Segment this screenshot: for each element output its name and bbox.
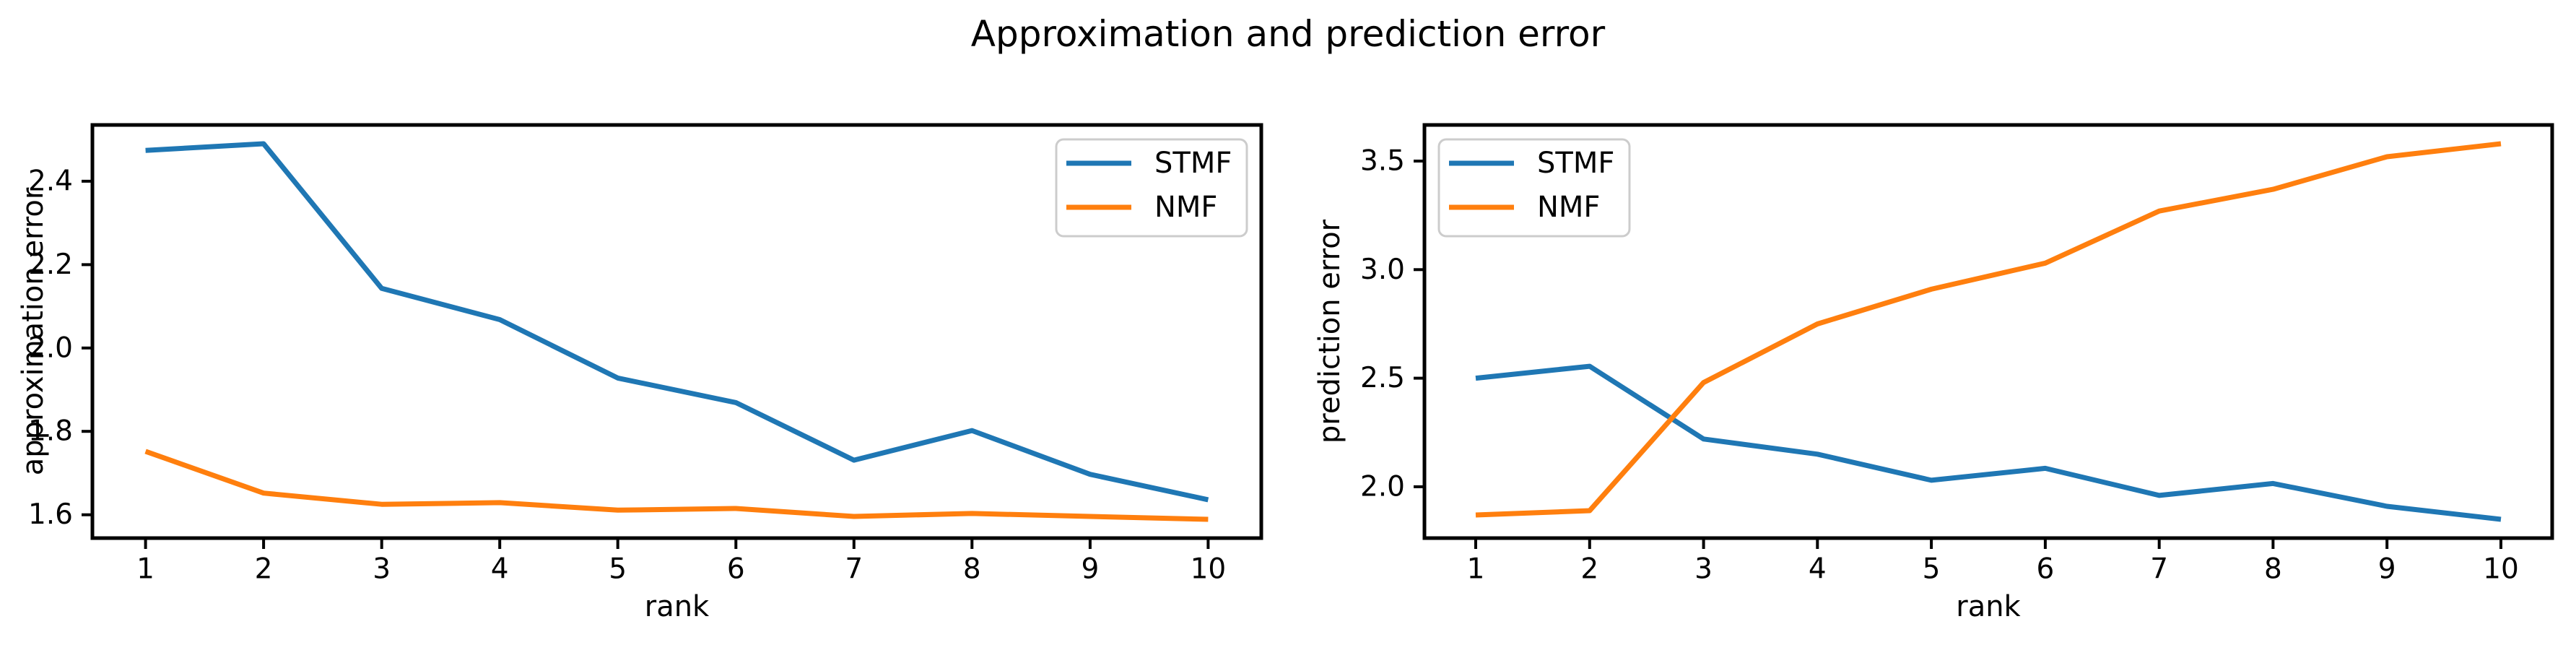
y-tick-label: 2.0 [28, 332, 73, 364]
x-tick-label: 10 [1191, 553, 1227, 586]
y-tick-label: 3.0 [1360, 254, 1405, 286]
y-tick-label: 1.6 [28, 498, 73, 531]
legend-label-stmf: STMF [1537, 147, 1614, 180]
x-tick-label: 3 [373, 553, 391, 586]
legend-label-stmf: STMF [1154, 147, 1232, 180]
x-tick-label: 2 [255, 553, 273, 586]
x-tick-label: 5 [1923, 553, 1941, 586]
y-tick-label: 2.5 [1360, 362, 1405, 394]
plot-border [90, 123, 1263, 540]
x-tick-label: 8 [963, 553, 981, 586]
x-axis-label: rank [645, 590, 710, 623]
legend: STMF NMF [1055, 138, 1248, 238]
x-tick-label: 9 [2378, 553, 2396, 586]
x-tick-label: 5 [609, 553, 627, 586]
series-line-stmf [145, 141, 1209, 503]
series-line-stmf [1475, 363, 2502, 522]
x-tick-label: 8 [2264, 553, 2282, 586]
x-tick-label: 6 [2036, 553, 2054, 586]
chart-approximation-error: 1 2 3 4 5 6 7 8 9 10 1.6 1.8 2.0 2.2 2.4 rank approximat… [17, 123, 1263, 623]
x-tick-label: 2 [1580, 553, 1598, 586]
y-tick-label: 2.2 [28, 248, 73, 281]
legend-label-nmf: NMF [1537, 191, 1600, 224]
x-tick-label: 6 [727, 553, 745, 586]
plot-border [1422, 123, 2554, 540]
x-tick-label: 1 [136, 553, 155, 586]
series-line-nmf [1475, 141, 2502, 518]
x-tick-label: 10 [2483, 553, 2519, 586]
x-axis-label: rank [1956, 590, 2021, 623]
x-tick-label: 7 [2150, 553, 2168, 586]
x-tick-label: 9 [1081, 553, 1099, 586]
legend-label-nmf: NMF [1154, 191, 1217, 224]
y-tick-label: 2.0 [1360, 470, 1405, 503]
series-line-nmf [144, 449, 1209, 522]
x-tick-label: 3 [1694, 553, 1713, 586]
chart-prediction-error: 1 2 3 4 5 6 7 8 9 10 2.0 2.5 3.0 3.5 rank prediction er… [1313, 123, 2554, 623]
x-tick-label: 1 [1467, 553, 1485, 586]
x-tick-label: 7 [845, 553, 863, 586]
y-tick-label: 3.5 [1360, 145, 1405, 178]
y-tick-label: 2.4 [28, 165, 73, 197]
x-tick-label: 4 [491, 553, 509, 586]
figure-title: Approximation and prediction error [970, 13, 1606, 55]
x-tick-label: 4 [1809, 553, 1827, 586]
y-axis-label: prediction error [1313, 219, 1346, 443]
y-axis-label: approximation error [17, 187, 50, 475]
legend: STMF NMF [1437, 138, 1631, 238]
y-tick-label: 1.8 [28, 415, 73, 448]
